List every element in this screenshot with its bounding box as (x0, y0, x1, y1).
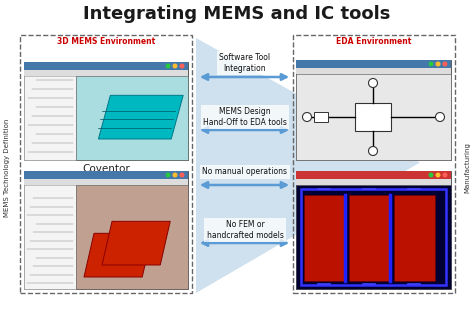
Bar (24, 171, 188, 289)
Circle shape (368, 146, 377, 156)
Bar (304, 195, 345, 281)
Text: Integrating MEMS and IC tools: Integrating MEMS and IC tools (83, 5, 391, 23)
Circle shape (173, 64, 177, 68)
Bar (394, 195, 435, 281)
Bar (293, 35, 455, 293)
Bar (24, 62, 188, 70)
Polygon shape (102, 221, 170, 265)
Bar (24, 70, 188, 76)
Polygon shape (99, 95, 183, 139)
Bar (349, 195, 390, 281)
Bar (296, 185, 451, 289)
Bar (24, 185, 76, 289)
Bar (24, 179, 188, 185)
FancyArrowPatch shape (202, 127, 286, 133)
Bar (296, 179, 451, 185)
Text: MEMS Design
Hand-Off to EDA tools: MEMS Design Hand-Off to EDA tools (203, 107, 287, 127)
Circle shape (436, 61, 440, 66)
Circle shape (368, 78, 377, 88)
Text: EDA Environment: EDA Environment (337, 37, 412, 45)
Bar (24, 76, 76, 160)
Bar (20, 35, 192, 293)
Bar (24, 62, 188, 160)
Bar (296, 74, 451, 160)
Circle shape (428, 61, 434, 66)
Circle shape (165, 173, 171, 177)
Circle shape (180, 173, 184, 177)
Circle shape (428, 173, 434, 177)
Text: 3D MEMS Environment: 3D MEMS Environment (57, 37, 155, 45)
Circle shape (165, 64, 171, 68)
Text: No FEM or
handcrafted models: No FEM or handcrafted models (207, 220, 283, 240)
Bar (24, 171, 188, 179)
Circle shape (173, 173, 177, 177)
Circle shape (180, 64, 184, 68)
Text: Coventor: Coventor (82, 164, 130, 174)
Bar (296, 68, 451, 74)
Circle shape (436, 173, 440, 177)
Bar (296, 60, 451, 68)
Polygon shape (84, 233, 152, 277)
Polygon shape (196, 38, 420, 293)
Bar (314, 112, 328, 122)
Text: Manufacturing: Manufacturing (464, 142, 470, 193)
Bar (76, 76, 188, 160)
Text: Software Tool
Integration: Software Tool Integration (219, 53, 271, 73)
Bar (296, 60, 451, 160)
FancyArrowPatch shape (202, 74, 286, 80)
Circle shape (443, 173, 447, 177)
FancyArrowPatch shape (202, 182, 286, 188)
Bar (296, 171, 451, 289)
Circle shape (302, 112, 311, 122)
Circle shape (443, 61, 447, 66)
Text: MEMS Technology Definition: MEMS Technology Definition (4, 118, 10, 217)
Bar (76, 185, 188, 289)
Text: No manual operations: No manual operations (202, 168, 288, 176)
Bar (296, 171, 451, 179)
Bar (301, 189, 446, 285)
Circle shape (436, 112, 445, 122)
Bar (355, 103, 391, 131)
FancyArrowPatch shape (202, 240, 286, 246)
